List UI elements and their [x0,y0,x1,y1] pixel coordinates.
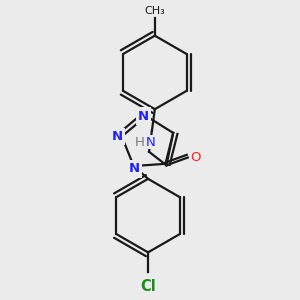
Text: CH₃: CH₃ [145,6,165,16]
Text: N: N [138,110,149,122]
Text: Cl: Cl [140,280,156,295]
Text: O: O [190,151,201,164]
Text: N: N [111,130,122,143]
Text: H: H [134,136,144,148]
Text: N: N [146,136,156,148]
Text: N: N [129,162,140,176]
